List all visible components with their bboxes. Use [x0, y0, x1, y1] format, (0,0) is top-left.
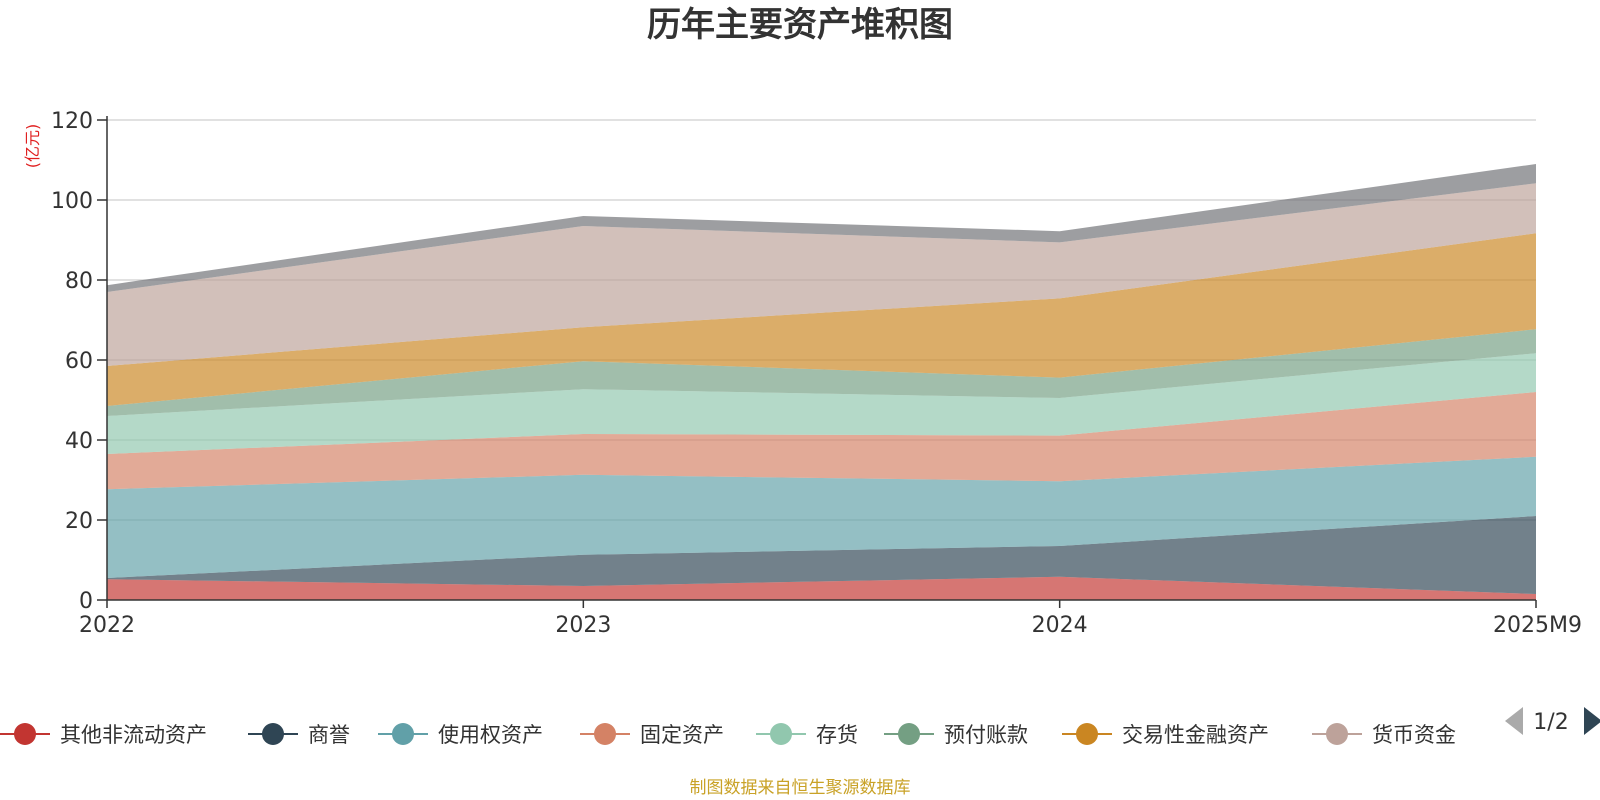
legend: 其他非流动资产 商誉 使用权资产 固定资产 存货 预付账款 交易性金融资产 货币资金 [0, 723, 1456, 747]
legend-marker-icon [594, 723, 616, 745]
area-series[interactable] [107, 456, 1536, 578]
area-series[interactable] [107, 576, 1536, 600]
legend-marker-icon [898, 723, 920, 745]
chart-title: 历年主要资产堆积图 [647, 5, 953, 45]
x-tick-label: 2023 [555, 613, 611, 638]
legend-marker-icon [1326, 723, 1348, 745]
legend-prev-page-icon[interactable] [1505, 707, 1523, 735]
y-tick-label: 40 [65, 429, 93, 454]
legend-item[interactable]: 交易性金融资产 [1062, 723, 1269, 747]
data-source-note: 制图数据来自恒生聚源数据库 [690, 778, 911, 798]
x-tick-label: 2025M9 [1493, 613, 1582, 638]
x-tick-label: 2022 [79, 613, 135, 638]
legend-marker-icon [392, 723, 414, 745]
legend-item[interactable]: 商誉 [248, 723, 350, 747]
area-series[interactable] [107, 392, 1536, 490]
legend-marker-icon [1076, 723, 1098, 745]
legend-label: 存货 [816, 723, 858, 747]
legend-item[interactable]: 存货 [756, 723, 858, 747]
legend-item[interactable]: 预付账款 [884, 723, 1028, 747]
legend-item[interactable]: 使用权资产 [378, 723, 543, 747]
y-tick-label: 20 [65, 509, 93, 534]
legend-marker-icon [14, 723, 36, 745]
y-tick-label: 0 [79, 589, 93, 614]
legend-item[interactable]: 货币资金 [1312, 723, 1456, 747]
legend-label: 交易性金融资产 [1122, 723, 1269, 747]
legend-marker-icon [262, 723, 284, 745]
legend-label: 其他非流动资产 [60, 723, 207, 747]
legend-next-page-icon[interactable] [1584, 707, 1600, 735]
area-series-group [107, 164, 1536, 600]
area-series[interactable] [107, 353, 1536, 454]
y-axis-unit-label: (亿元) [23, 124, 42, 169]
area-series[interactable] [107, 233, 1536, 406]
y-tick-label: 120 [51, 109, 93, 134]
legend-marker-icon [770, 723, 792, 745]
y-tick-label: 80 [65, 269, 93, 294]
legend-label: 商誉 [308, 723, 350, 747]
legend-page-indicator: 1/2 [1533, 710, 1568, 735]
legend-item[interactable]: 其他非流动资产 [0, 723, 207, 747]
legend-label: 固定资产 [640, 723, 724, 747]
legend-label: 货币资金 [1372, 723, 1456, 747]
axes: 0 20 40 60 80 100 120 2022 2023 2024 2025M9 [51, 109, 1582, 638]
area-series[interactable] [107, 516, 1536, 594]
legend-label: 预付账款 [944, 723, 1028, 747]
legend-pager: 1/2 [1505, 707, 1600, 735]
y-tick-label: 60 [65, 349, 93, 374]
y-tick-label: 100 [51, 189, 93, 214]
legend-item[interactable]: 固定资产 [580, 723, 724, 747]
area-series[interactable] [107, 164, 1536, 292]
x-tick-label: 2024 [1032, 613, 1088, 638]
area-series[interactable] [107, 329, 1536, 416]
legend-label: 使用权资产 [438, 723, 543, 747]
area-series[interactable] [107, 183, 1536, 366]
